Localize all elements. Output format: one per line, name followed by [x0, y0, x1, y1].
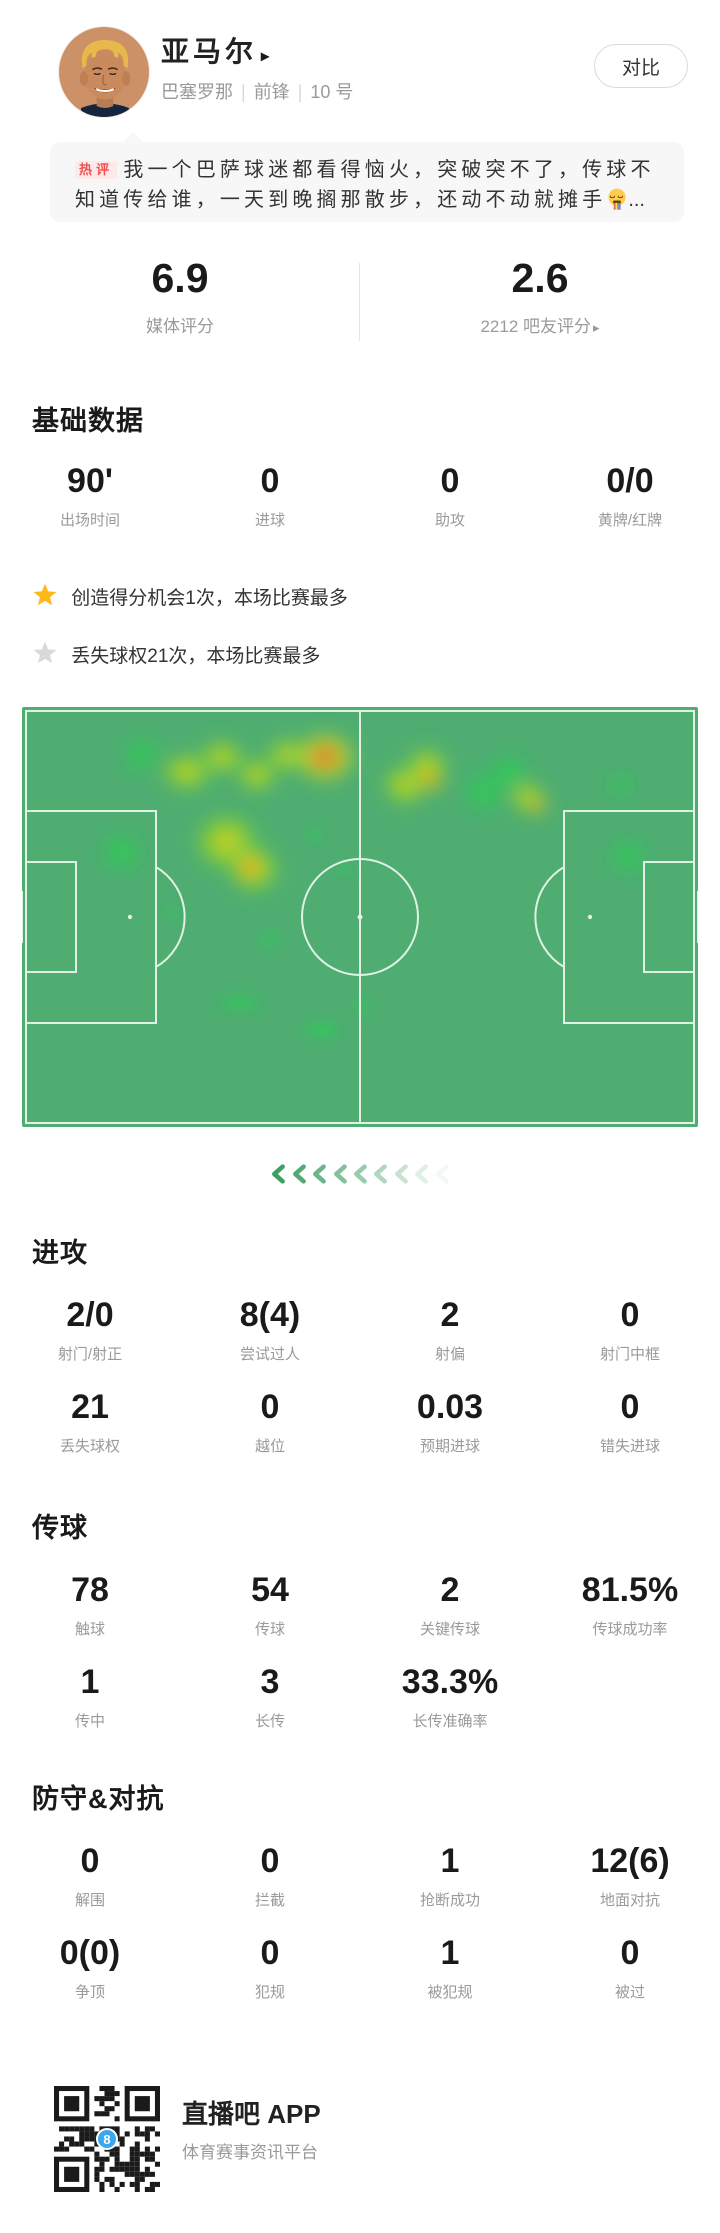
svg-text:8: 8	[103, 2132, 110, 2147]
